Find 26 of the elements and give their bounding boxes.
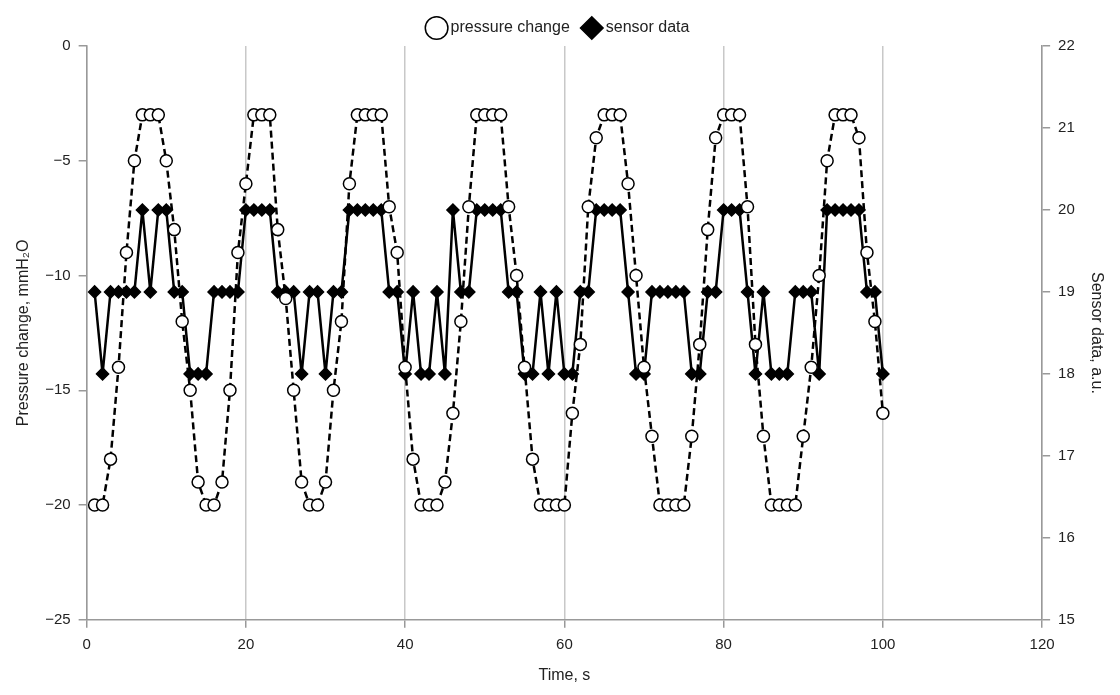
- y2-tick-label: 22: [1058, 36, 1075, 54]
- y2-tick-label: 18: [1058, 364, 1075, 382]
- y-tick-label: −10: [45, 265, 71, 283]
- y-tick-label: −15: [45, 380, 71, 398]
- x-tick-label: 60: [556, 634, 573, 652]
- x-axis-title: Time, s: [538, 665, 591, 683]
- y2-tick-label: 20: [1058, 200, 1075, 218]
- x-tick-label: 40: [396, 634, 414, 652]
- y-tick-label: −25: [45, 609, 71, 627]
- x-tick-label: 80: [715, 634, 732, 652]
- y2-axis-title: Sensor data, a.u.: [1088, 271, 1106, 394]
- legend-label: pressure change: [450, 18, 570, 36]
- legend-label: sensor data: [605, 18, 690, 36]
- y2-tick-label: 17: [1058, 446, 1075, 463]
- y2-tick-label: 16: [1058, 527, 1075, 545]
- y-tick-label: 0: [62, 36, 71, 54]
- y2-tick-label: 15: [1058, 609, 1075, 627]
- y-axis-title: Pressure change, mmH₂O: [14, 239, 32, 427]
- y2-tick-label: 19: [1058, 282, 1075, 300]
- y-tick-label: −20: [45, 495, 71, 513]
- x-tick-label: 100: [870, 634, 896, 652]
- y-tick-label: −5: [53, 150, 71, 168]
- y2-tick-label: 21: [1058, 118, 1075, 136]
- x-tick-label: 0: [82, 634, 91, 652]
- x-tick-label: 120: [1029, 634, 1055, 652]
- x-tick-label: 20: [237, 634, 255, 652]
